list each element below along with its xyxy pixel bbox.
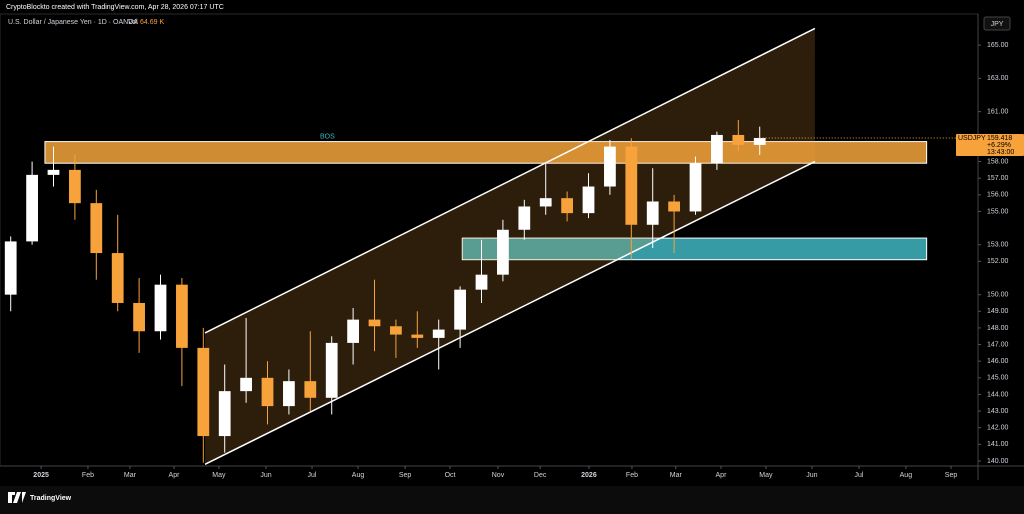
y-tick-label: 140.00 (987, 458, 1009, 465)
candle-body (325, 342, 338, 398)
y-tick-label: 152.00 (987, 258, 1009, 265)
x-tick-label: May (212, 472, 226, 479)
annotation: BOS (320, 133, 335, 140)
plot: BOS (4, 27, 978, 466)
candle-body (26, 174, 38, 242)
candle-body (646, 201, 659, 225)
currency: JPY (991, 21, 1004, 28)
x-tick-label: Dec (534, 472, 547, 479)
candle-body (711, 134, 723, 164)
x-tick-label: Jun (806, 472, 817, 479)
x-tick-label: Sep (945, 472, 958, 479)
y-tick-label: 161.00 (987, 108, 1009, 115)
candle-body (582, 186, 595, 214)
x-tick-label: Feb (82, 472, 94, 479)
price-label-box (956, 133, 1024, 156)
candle-body (69, 169, 81, 204)
y-tick-label: 150.00 (987, 291, 1009, 298)
y-tick-label: 144.00 (987, 391, 1009, 398)
candle-body (604, 146, 616, 187)
y-tick-label: 146.00 (987, 358, 1009, 365)
y-tick-label: 153.00 (987, 242, 1009, 249)
last-price-label: 159.418 (987, 135, 1012, 142)
credit: CryptoBlockto created with TradingView.c… (6, 4, 224, 11)
x-tick-label: May (759, 472, 773, 479)
x-tick-label: Apr (716, 472, 728, 479)
candle-body (497, 229, 509, 275)
y-tick-label: 143.00 (987, 408, 1009, 415)
currency-box (983, 16, 1011, 31)
x-tick-label: Nov (492, 472, 505, 479)
x-tick-label: Jun (260, 472, 271, 479)
x-tick-label: Mar (124, 472, 137, 479)
candle-body (432, 329, 445, 338)
chart-title: U.S. Dollar / Japanese Yen · 1D · OANDA (8, 19, 138, 26)
footer (0, 486, 1024, 514)
x-tick-label: Aug (900, 472, 913, 479)
candle-body (518, 206, 531, 230)
y-tick-label: 149.00 (987, 308, 1009, 315)
candle-body (240, 377, 252, 392)
y-tick-label: 147.00 (987, 341, 1009, 348)
x-tick-label: Jul (855, 472, 864, 479)
x-tick-label: Oct (445, 472, 456, 479)
countdown-label: 13:43:00 (987, 149, 1014, 156)
x-tick-label: Feb (626, 472, 638, 479)
brand-logo (8, 492, 26, 503)
zone (44, 141, 928, 164)
candle-body (154, 284, 167, 332)
candle-body (411, 334, 424, 338)
candle-body (475, 274, 488, 290)
brand: TradingView (30, 495, 72, 502)
candle-body (176, 284, 188, 348)
candle-body (732, 134, 745, 145)
y-tick-label: 165.00 (987, 42, 1009, 49)
volume-value: 64.69 K (140, 19, 164, 26)
y-tick-label: 141.00 (987, 441, 1009, 448)
y-tick-label: 145.00 (987, 375, 1009, 382)
candle-body (47, 169, 60, 175)
candle-body (218, 391, 231, 437)
x-tick-label: Apr (169, 472, 181, 479)
y-tick-label: 156.00 (987, 192, 1009, 199)
y-tick-label: 163.00 (987, 75, 1009, 82)
candle-body (539, 198, 552, 207)
symbol-label: USDJPY (958, 135, 986, 142)
x-tick-label: Jul (308, 472, 317, 479)
candle-body (111, 253, 124, 303)
candle-body (390, 326, 402, 335)
x-tick-label: Aug (352, 472, 365, 479)
candle-body (368, 319, 381, 327)
channel-fill (205, 28, 815, 465)
candle-body (347, 319, 359, 343)
candle-body (90, 203, 103, 254)
zone (461, 237, 928, 261)
candle-body (561, 198, 573, 214)
change-label: +6.29% (987, 142, 1011, 149)
candle-body (4, 241, 17, 295)
candle-body (283, 381, 295, 407)
candle-body (261, 377, 274, 407)
y-tick-label: 155.00 (987, 208, 1009, 215)
candle-body (668, 201, 680, 212)
candle-body (133, 302, 145, 332)
volume-label: Vol (128, 19, 138, 26)
candle-body (689, 163, 702, 212)
channel-line (204, 160, 816, 466)
x-tick-label: 2025 (33, 472, 49, 479)
y-tick-label: 157.00 (987, 175, 1009, 182)
x-tick-label: Sep (399, 472, 412, 479)
y-tick-label: 158.00 (987, 158, 1009, 165)
candle-body (625, 146, 638, 225)
channel-line (204, 27, 816, 334)
y-tick-label: 148.00 (987, 325, 1009, 332)
candle-body (197, 347, 210, 437)
y-tick-label: 142.00 (987, 425, 1009, 432)
candle-body (304, 381, 317, 398)
x-tick-label: Mar (670, 472, 683, 479)
x-tick-label: 2026 (581, 472, 597, 479)
candle-body (753, 137, 766, 145)
candle-body (454, 289, 466, 330)
